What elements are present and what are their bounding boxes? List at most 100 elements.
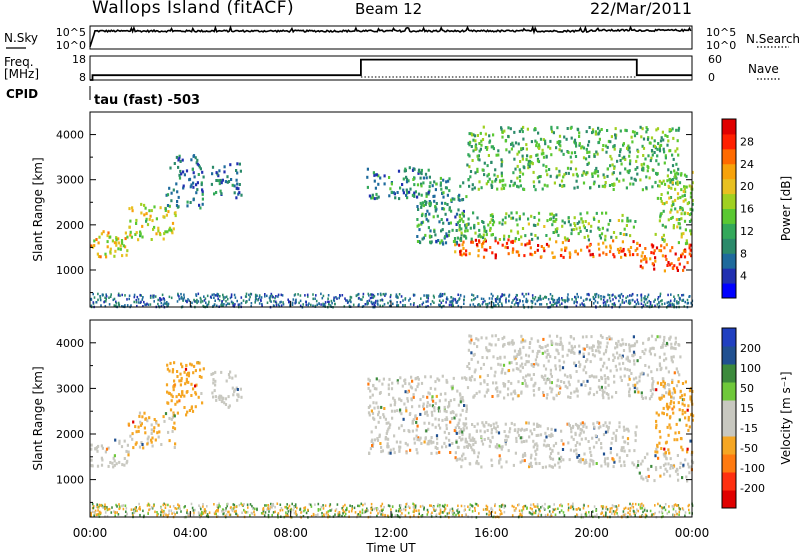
heatmap-cell (670, 186, 673, 190)
heatmap-cell (676, 196, 680, 200)
heatmap-cell (413, 503, 415, 506)
heatmap-cell (505, 241, 509, 245)
heatmap-cell (492, 422, 495, 426)
heatmap-cell (338, 296, 340, 300)
heatmap-cell (576, 292, 578, 296)
heatmap-cell (524, 384, 528, 388)
heatmap-cell (264, 295, 266, 298)
heatmap-cell (456, 389, 459, 393)
heatmap-cell (628, 377, 631, 381)
heatmap-cell (479, 147, 482, 151)
heatmap-cell (446, 298, 449, 301)
heatmap-cell (545, 378, 548, 382)
heatmap-cell (569, 448, 572, 452)
heatmap-cell (628, 390, 631, 394)
heatmap-cell (294, 301, 296, 305)
heatmap-cell (663, 202, 666, 206)
heatmap-cell (639, 356, 642, 359)
heatmap-cell (645, 130, 648, 134)
heatmap-cell (408, 299, 410, 302)
heatmap-cell (148, 209, 151, 213)
heatmap-cell (220, 192, 223, 196)
heatmap-cell (504, 221, 507, 225)
heatmap-cell (481, 220, 484, 223)
heatmap-cell (362, 503, 364, 507)
heatmap-cell (494, 511, 497, 514)
heatmap-cell (545, 435, 548, 439)
heatmap-cell (628, 162, 632, 166)
heatmap-cell (315, 514, 317, 517)
heatmap-cell (490, 233, 493, 237)
heatmap-cell (134, 507, 136, 510)
heatmap-cell (615, 296, 617, 300)
heatmap-cell (260, 299, 262, 302)
heatmap-cell (491, 435, 494, 439)
heatmap-cell (480, 435, 483, 438)
heatmap-cell (535, 153, 538, 157)
heatmap-cell (523, 379, 527, 383)
heatmap-cell (408, 382, 411, 386)
heatmap-cell (414, 415, 417, 419)
heatmap-cell (373, 387, 376, 391)
heatmap-cell (281, 294, 284, 297)
heatmap-cell (254, 507, 256, 511)
heatmap-cell (176, 370, 179, 373)
heatmap-cell (368, 294, 370, 297)
heatmap-cell (399, 186, 402, 190)
heatmap-cell (545, 296, 548, 299)
heatmap-cell (628, 343, 631, 347)
heatmap-cell (424, 375, 427, 379)
heatmap-cell (117, 247, 120, 251)
heatmap-cell (668, 263, 671, 267)
heatmap-cell (201, 202, 204, 206)
heatmap-cell (151, 506, 153, 509)
heatmap-cell (129, 230, 132, 234)
heatmap-cell (666, 174, 669, 178)
heatmap-cell (101, 293, 104, 296)
heatmap-cell (570, 430, 573, 434)
heatmap-cell (438, 450, 441, 454)
heatmap-cell (396, 296, 398, 299)
heatmap-cell (366, 303, 368, 306)
heatmap-cell (604, 234, 607, 238)
heatmap-cell (529, 512, 532, 515)
heatmap-cell (688, 243, 691, 247)
heatmap-cell (135, 506, 137, 509)
heatmap-cell (570, 232, 573, 236)
heatmap-cell (180, 376, 183, 380)
heatmap-cell (662, 138, 665, 142)
heatmap-cell (433, 406, 436, 409)
heatmap-cell (241, 503, 243, 507)
heatmap-cell (492, 147, 495, 151)
heatmap-cell (222, 293, 224, 297)
heatmap-cell (675, 181, 678, 185)
heatmap-cell (416, 385, 419, 389)
heatmap-cell (644, 157, 647, 161)
heatmap-cell (633, 362, 636, 366)
heatmap-cell (90, 511, 92, 515)
heatmap-cell (98, 512, 100, 515)
heatmap-cell (467, 505, 469, 508)
heatmap-cell (451, 386, 454, 390)
heatmap-cell (570, 435, 573, 439)
heatmap-cell (361, 508, 364, 512)
heatmap-cell (142, 509, 144, 513)
heatmap-cell (100, 456, 103, 460)
heatmap-cell (666, 179, 669, 183)
heatmap-cell (450, 417, 454, 420)
heatmap-cell (595, 390, 599, 394)
heatmap-cell (572, 173, 575, 177)
heatmap-cell (633, 390, 637, 394)
heatmap-cell (404, 390, 407, 394)
heatmap-cell (380, 293, 382, 297)
heatmap-cell (613, 255, 616, 259)
heatmap-cell (113, 510, 115, 513)
heatmap-cell (105, 255, 108, 259)
heatmap-cell (677, 343, 680, 346)
heatmap-cell (570, 344, 573, 348)
heatmap-cell (666, 143, 669, 147)
heatmap-cell (683, 255, 687, 259)
heatmap-cell (515, 211, 518, 215)
heatmap-cell (173, 446, 176, 449)
heatmap-cell (682, 268, 685, 272)
